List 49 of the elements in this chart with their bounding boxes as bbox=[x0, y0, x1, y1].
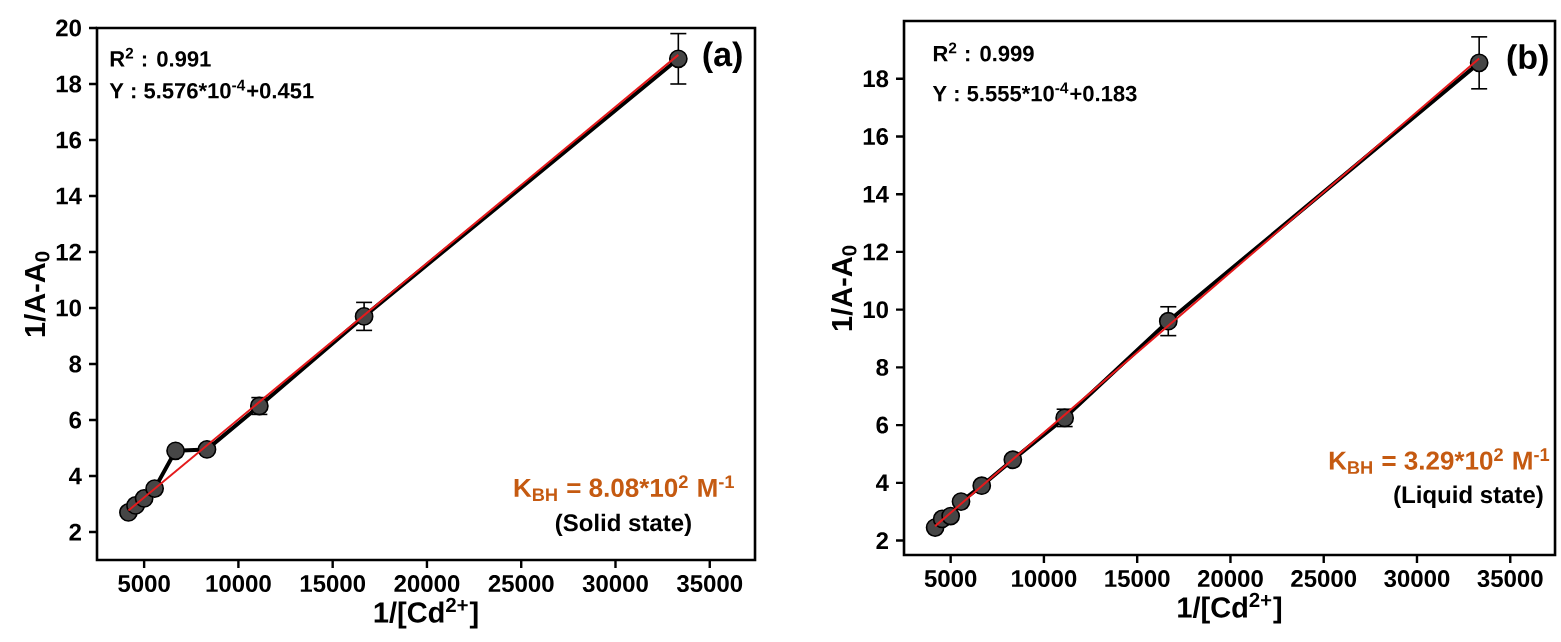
x-axis-title: 1/[Cd$^{2+}$] bbox=[1178, 592, 1282, 624]
x-tick-label: 20000 bbox=[1197, 570, 1263, 588]
annotation: R$^{2}$ : 0.991 bbox=[110, 47, 211, 67]
y-tick-label: 20 bbox=[56, 19, 81, 37]
y-tick-label: 16 bbox=[56, 131, 82, 149]
x-tick-label: 5000 bbox=[118, 575, 170, 593]
x-axis-title: 1/[Cd$^{2+}$] bbox=[374, 597, 478, 629]
y-tick-label: 12 bbox=[56, 243, 81, 261]
y-tick-label: 18 bbox=[56, 75, 82, 93]
y-axis-title: 1/A-A$_{0}$ bbox=[23, 251, 50, 337]
point bbox=[668, 49, 688, 69]
y-tick-label: 4 bbox=[68, 467, 82, 485]
annotation: K$_{BH}$ = 3.29*10$^{2}$ M$^{-1}$ bbox=[1329, 448, 1550, 474]
annotation: R$^{2}$ : 0.999 bbox=[933, 42, 1034, 62]
y-tick-label: 6 bbox=[876, 416, 889, 434]
y-tick-label: 16 bbox=[863, 127, 889, 145]
y-tick-label: 6 bbox=[69, 411, 82, 429]
x-tick-label: 15000 bbox=[300, 575, 366, 593]
y-tick-label: 10 bbox=[56, 299, 81, 317]
annotation: (Liquid state) bbox=[1394, 485, 1543, 508]
annotation: (Solid state) bbox=[555, 513, 691, 537]
annotation: (b) bbox=[1507, 44, 1548, 76]
y-tick-label: 18 bbox=[863, 70, 889, 88]
x-tick-label: 10000 bbox=[206, 575, 271, 593]
y-tick-label: 4 bbox=[875, 474, 889, 492]
x-tick-label: 5000 bbox=[924, 570, 977, 588]
annotation: Y : 5.576*10$^{-4}$+0.451 bbox=[109, 79, 314, 99]
x-tick-label: 30000 bbox=[582, 575, 648, 593]
x-tick-label: 30000 bbox=[1384, 570, 1450, 588]
x-tick-label: 35000 bbox=[1477, 570, 1543, 588]
annotation: K$_{BH}$ = 8.08*10$^{2}$ M$^{-1}$ bbox=[514, 475, 734, 502]
y-tick-label: 8 bbox=[876, 358, 889, 376]
x-tick-label: 25000 bbox=[1291, 570, 1357, 588]
x-tick-label: 15000 bbox=[1105, 570, 1170, 588]
y-tick-label: 10 bbox=[863, 301, 888, 319]
y-tick-label: 14 bbox=[863, 185, 889, 203]
y-tick-label: 8 bbox=[69, 355, 82, 373]
y-tick-label: 2 bbox=[69, 523, 81, 541]
y-tick-label: 2 bbox=[876, 532, 888, 549]
y-tick-label: 12 bbox=[863, 243, 888, 261]
x-tick-label: 20000 bbox=[394, 575, 460, 593]
annotation: (a) bbox=[703, 41, 742, 74]
x-tick-label: 25000 bbox=[488, 575, 554, 593]
y-axis-title: 1/A-A$_{0}$ bbox=[830, 245, 857, 331]
point bbox=[166, 441, 185, 461]
annotation: Y : 5.555*10$^{-4}$+0.183 bbox=[932, 82, 1137, 102]
x-tick-label: 10000 bbox=[1012, 570, 1077, 588]
y-tick-label: 14 bbox=[56, 187, 82, 205]
x-tick-label: 35000 bbox=[676, 575, 743, 593]
